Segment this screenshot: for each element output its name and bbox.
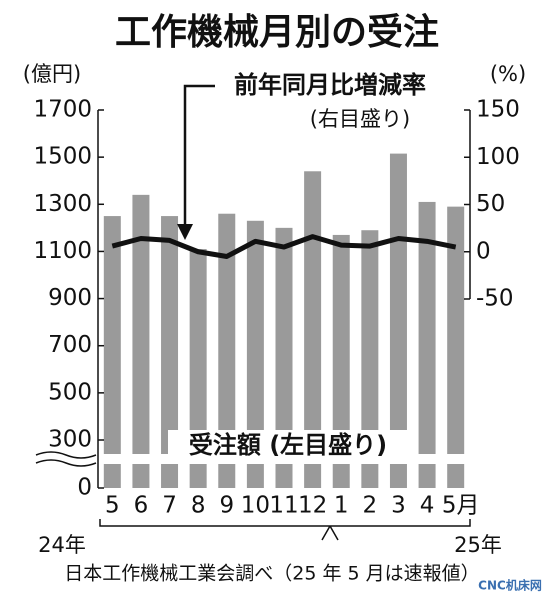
y2-axis-label: (%) <box>490 62 526 86</box>
watermark: CNC机床网 <box>478 578 542 593</box>
bar <box>275 227 293 488</box>
y-tick-label: 900 <box>48 285 92 311</box>
year-label: 25年 <box>454 533 502 557</box>
x-tick-label: 8 <box>191 493 206 519</box>
y2-tick-label: 0 <box>476 238 491 264</box>
x-tick-label: 3 <box>391 493 406 519</box>
axis-break <box>35 451 97 467</box>
y-tick-label: 700 <box>48 332 92 358</box>
bar <box>304 171 322 489</box>
x-tick-label: 2 <box>363 493 378 519</box>
x-tick-label: 10 <box>241 493 270 519</box>
x-tick-label: 6 <box>134 493 149 519</box>
bar <box>361 230 379 488</box>
y2-tick-label: 50 <box>476 191 505 217</box>
x-tick-label: 1 <box>334 493 349 519</box>
chart-title: 工作機械月別の受注 <box>115 12 439 53</box>
arrow-head <box>177 224 193 240</box>
y-tick-label: 1700 <box>33 97 92 123</box>
line-series <box>111 234 457 259</box>
x-tick-label: 12 <box>298 493 327 519</box>
line-annotation: 前年同月比増減率 <box>234 71 426 99</box>
x-tick-label: 5月 <box>442 493 480 519</box>
y-tick-label: 1300 <box>33 191 92 217</box>
bar-series-label: 受注額 (左目盛り) <box>189 431 387 459</box>
source-note: 日本工作機械工業会調べ（25 年 5 月は速報値） <box>64 563 479 585</box>
bar <box>189 249 207 488</box>
bar <box>161 216 179 489</box>
x-tick-label: 11 <box>269 493 298 519</box>
y-tick-label: 0 <box>77 475 92 501</box>
bar <box>246 220 264 489</box>
y-tick-label: 500 <box>48 379 92 405</box>
y2-tick-label: 150 <box>476 97 520 123</box>
legend-bg <box>168 430 408 460</box>
x-tick-label: 5 <box>105 493 120 519</box>
y-tick-label: 300 <box>48 427 92 453</box>
annotation-arrow <box>183 84 215 232</box>
bar <box>218 213 236 488</box>
y2-tick-label: -50 <box>476 286 514 312</box>
x-tick-label: 4 <box>420 493 435 519</box>
y-tick-label: 1100 <box>33 238 92 264</box>
x-tick-label: 9 <box>219 493 234 519</box>
y-tick-label: 1500 <box>33 144 92 170</box>
bar <box>132 194 150 488</box>
bar <box>332 234 350 488</box>
year-bracket <box>99 519 471 541</box>
bar <box>103 216 121 489</box>
year-label: 24年 <box>38 533 86 557</box>
bar <box>418 201 436 488</box>
bar <box>447 206 465 488</box>
y-axis-label: (億円) <box>23 62 81 86</box>
line-axis-note: (右目盛り) <box>310 107 410 131</box>
x-tick-label: 7 <box>162 493 177 519</box>
y2-tick-label: 100 <box>476 144 520 170</box>
